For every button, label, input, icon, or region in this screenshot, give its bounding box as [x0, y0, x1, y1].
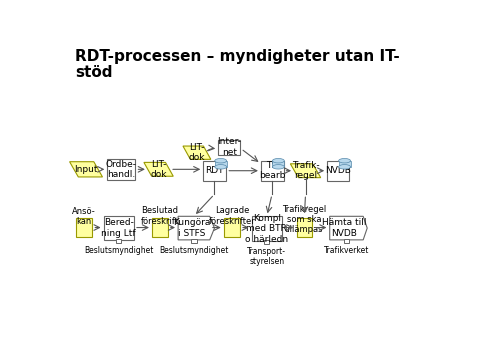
- Text: Input: Input: [74, 165, 98, 174]
- Bar: [203, 161, 226, 181]
- Bar: [108, 159, 135, 180]
- Bar: [192, 239, 196, 243]
- Bar: [152, 218, 168, 237]
- Bar: [252, 216, 282, 242]
- Bar: [344, 239, 349, 243]
- Text: Ordbe-
handl.: Ordbe- handl.: [106, 159, 137, 179]
- Polygon shape: [144, 162, 173, 176]
- Text: RDT-processen – myndigheter utan IT-: RDT-processen – myndigheter utan IT-: [75, 49, 400, 64]
- Bar: [273, 161, 284, 167]
- Ellipse shape: [273, 158, 284, 163]
- Text: Trafik-
regel: Trafik- regel: [292, 161, 319, 180]
- Bar: [264, 240, 269, 244]
- Text: Ansö-
kan: Ansö- kan: [72, 207, 96, 226]
- Bar: [215, 161, 227, 167]
- Polygon shape: [178, 216, 215, 240]
- Text: Beslutsmyndighet: Beslutsmyndighet: [159, 246, 228, 255]
- Polygon shape: [290, 164, 321, 177]
- Text: Transport-
styrelsen: Transport- styrelsen: [247, 247, 287, 266]
- Polygon shape: [330, 216, 367, 240]
- Bar: [297, 218, 312, 237]
- Text: NVDB: NVDB: [325, 166, 351, 175]
- Ellipse shape: [338, 158, 350, 163]
- Bar: [76, 218, 92, 237]
- Text: Lagrade
föreskrifter: Lagrade föreskrifter: [208, 206, 255, 226]
- Text: Bered-
ning Ltf: Bered- ning Ltf: [101, 219, 136, 238]
- Bar: [104, 216, 134, 240]
- Bar: [218, 140, 240, 155]
- Polygon shape: [70, 162, 103, 177]
- Text: LIT-
dok: LIT- dok: [150, 159, 167, 179]
- Text: Trafikregel
som ska
tillämpas: Trafikregel som ska tillämpas: [282, 204, 326, 234]
- Ellipse shape: [273, 165, 284, 169]
- Bar: [327, 161, 349, 181]
- Text: LIT-
dok: LIT- dok: [189, 143, 205, 162]
- Ellipse shape: [215, 158, 227, 163]
- Ellipse shape: [338, 165, 350, 169]
- Text: Kungöra
i STFS: Kungöra i STFS: [173, 219, 211, 238]
- Bar: [261, 161, 284, 181]
- Bar: [224, 218, 240, 237]
- Text: Beslutad
föreskrift: Beslutad föreskrift: [141, 206, 179, 226]
- Text: Trafikverket: Trafikverket: [324, 246, 369, 255]
- Text: RDT: RDT: [205, 166, 224, 175]
- Text: TS
bearb: TS bearb: [259, 161, 285, 180]
- Polygon shape: [183, 146, 211, 159]
- Bar: [116, 239, 121, 243]
- Text: Kompl
med BTR
o härledn: Kompl med BTR o härledn: [245, 214, 288, 244]
- Text: stöd: stöd: [75, 66, 112, 80]
- Text: Hämta till
NVDB: Hämta till NVDB: [322, 219, 366, 238]
- Text: Inter-
net: Inter- net: [217, 138, 241, 157]
- Bar: [338, 161, 350, 167]
- Ellipse shape: [215, 165, 227, 169]
- Text: Beslutsmyndighet: Beslutsmyndighet: [84, 246, 154, 255]
